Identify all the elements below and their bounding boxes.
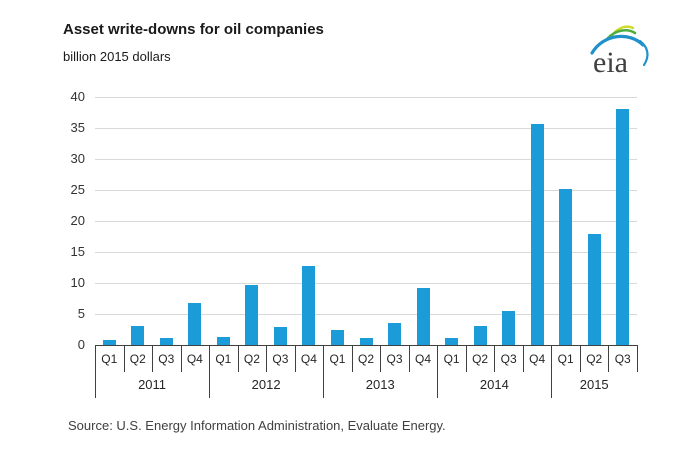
year-boundary-tick <box>437 345 439 398</box>
y-gridline <box>95 221 637 222</box>
quarter-label: Q3 <box>614 352 631 366</box>
bar <box>131 325 145 345</box>
bar <box>159 337 173 345</box>
quarter-label: Q2 <box>357 352 374 366</box>
y-axis-tick-label: 35 <box>70 120 85 135</box>
y-gridline <box>95 252 637 253</box>
quarter-tick <box>380 345 382 372</box>
bar <box>302 266 316 345</box>
bar <box>216 336 230 345</box>
quarter-label: Q3 <box>386 352 403 366</box>
bar <box>359 337 373 345</box>
bar <box>245 285 259 345</box>
quarter-tick <box>294 345 296 372</box>
bar <box>330 329 344 345</box>
quarter-label: Q3 <box>500 352 517 366</box>
source-note: Source: U.S. Energy Information Administ… <box>68 418 446 433</box>
quarter-label: Q3 <box>158 352 175 366</box>
quarter-label: Q2 <box>472 352 489 366</box>
quarter-tick <box>152 345 154 372</box>
quarter-tick <box>522 345 524 372</box>
x-axis-line <box>95 345 638 346</box>
logo-text: eia <box>593 46 628 76</box>
y-axis-tick-label: 20 <box>70 213 85 228</box>
y-gridline <box>95 128 637 129</box>
y-axis-tick-label: 5 <box>77 306 85 321</box>
quarter-label: Q1 <box>215 352 232 366</box>
quarter-label: Q3 <box>272 352 289 366</box>
y-gridline <box>95 97 637 98</box>
quarter-label: Q4 <box>529 352 546 366</box>
y-axis-tick-label: 25 <box>70 182 85 197</box>
quarter-tick <box>351 345 353 372</box>
y-axis-tick-label: 40 <box>70 89 85 104</box>
year-label: 2012 <box>251 377 281 392</box>
quarter-label: Q1 <box>101 352 118 366</box>
quarter-tick <box>237 345 239 372</box>
quarter-tick <box>408 345 410 372</box>
chart-subtitle: billion 2015 dollars <box>63 49 171 64</box>
eia-logo: eia <box>590 25 649 76</box>
bar <box>473 326 487 345</box>
quarter-label: Q1 <box>557 352 574 366</box>
y-gridline <box>95 159 637 160</box>
bar <box>616 108 630 345</box>
quarter-tick <box>608 345 610 372</box>
bar <box>502 310 516 345</box>
logo-blue-tail <box>638 39 649 67</box>
year-label: 2013 <box>365 377 395 392</box>
quarter-label: Q2 <box>586 352 603 366</box>
bar <box>273 327 287 345</box>
quarter-tick <box>465 345 467 372</box>
quarter-label: Q1 <box>329 352 346 366</box>
chart-title: Asset write-downs for oil companies <box>63 21 324 38</box>
quarter-label: Q2 <box>243 352 260 366</box>
year-label: 2014 <box>479 377 509 392</box>
y-axis-tick-label: 15 <box>70 244 85 259</box>
bar <box>445 338 459 345</box>
bar <box>587 234 601 345</box>
quarter-tick <box>579 345 581 372</box>
year-label: 2015 <box>579 377 609 392</box>
quarter-tick <box>494 345 496 372</box>
quarter-tick <box>266 345 268 372</box>
y-gridline <box>95 283 637 284</box>
bar <box>102 340 116 345</box>
quarter-label: Q4 <box>186 352 203 366</box>
quarter-tick <box>123 345 125 372</box>
y-gridline <box>95 314 637 315</box>
year-boundary-tick <box>551 345 553 398</box>
quarter-tick <box>180 345 182 372</box>
year-label: 2011 <box>138 377 167 392</box>
quarter-tick <box>637 345 638 372</box>
bar <box>530 123 544 345</box>
quarter-label: Q4 <box>415 352 432 366</box>
quarter-label: Q1 <box>443 352 460 366</box>
year-boundary-tick <box>95 345 96 398</box>
bar <box>416 287 430 345</box>
quarter-label: Q2 <box>129 352 146 366</box>
y-gridline <box>95 190 637 191</box>
y-axis-tick-label: 30 <box>70 151 85 166</box>
year-boundary-tick <box>323 345 325 398</box>
y-axis-tick-label: 10 <box>70 275 85 290</box>
logo-green-swoosh <box>606 28 637 40</box>
bar <box>388 323 402 345</box>
logo-blue-swoosh <box>590 34 645 55</box>
bar <box>188 302 202 345</box>
bar <box>559 188 573 345</box>
y-axis-tick-label: 0 <box>77 337 85 352</box>
quarter-label: Q4 <box>300 352 317 366</box>
year-boundary-tick <box>209 345 211 398</box>
